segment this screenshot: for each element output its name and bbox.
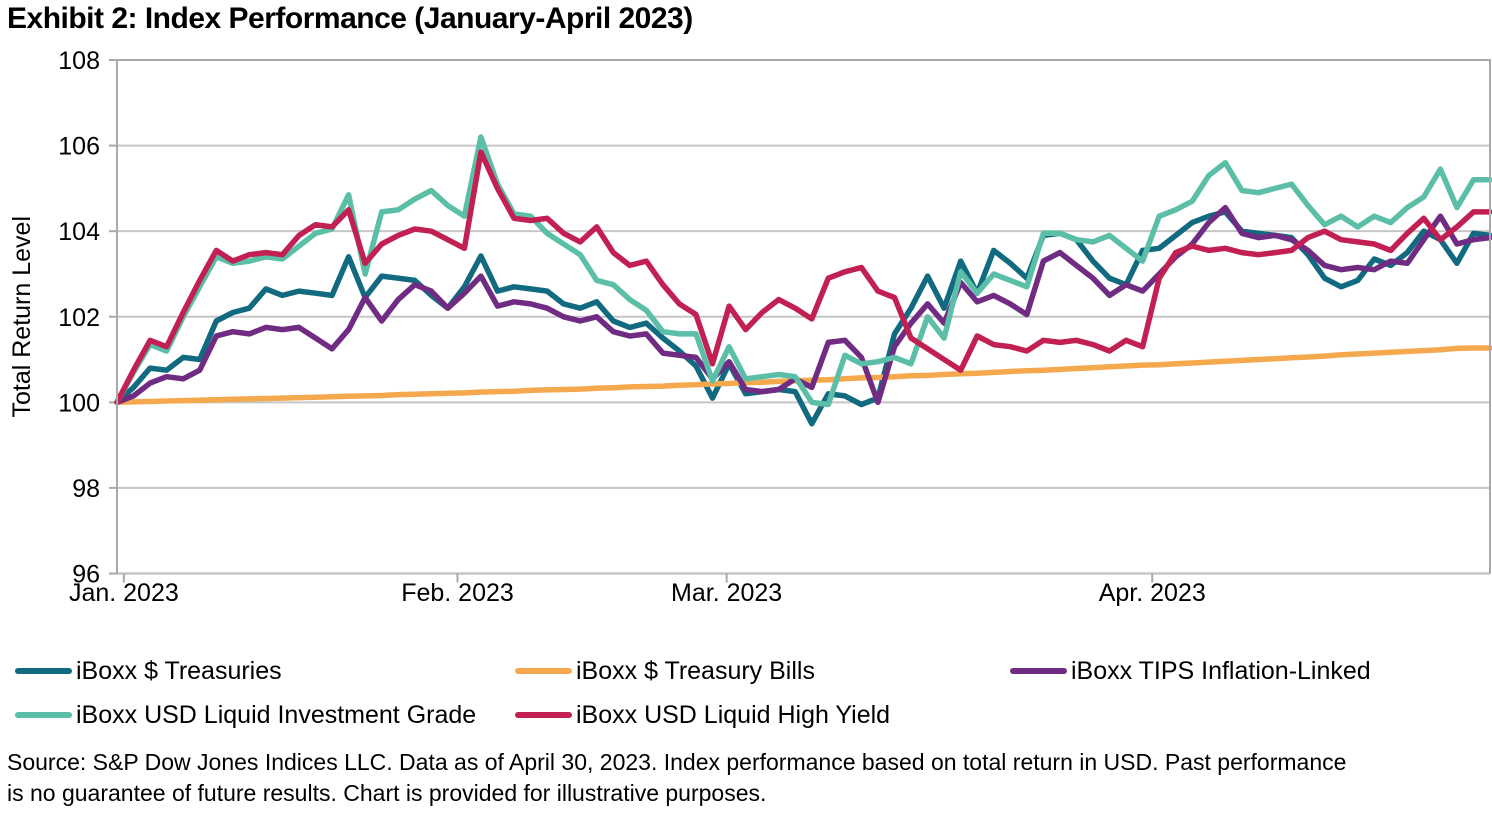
- legend-swatch-liquid_hy: [515, 711, 572, 719]
- legend-swatch-treasuries: [15, 667, 72, 675]
- source-line-2: is no guarantee of future results. Chart…: [7, 780, 767, 806]
- series-line-0: [114, 209, 1492, 427]
- y-tick-label-98: 98: [72, 475, 100, 503]
- legend-item-liquid_ig: iBoxx USD Liquid Investment Grade: [15, 700, 476, 730]
- series-line-2: [114, 204, 1492, 406]
- y-tick-label-104: 104: [58, 218, 100, 246]
- source-line-1: Source: S&P Dow Jones Indices LLC. Data …: [7, 749, 1347, 775]
- y-tick-label-106: 106: [58, 133, 100, 161]
- legend-label-liquid_hy: iBoxx USD Liquid High Yield: [576, 700, 891, 729]
- x-tick-label-1: Feb. 2023: [401, 579, 514, 607]
- y-axis-title: Total Return Level: [8, 216, 36, 418]
- y-tick-label-108: 108: [58, 47, 100, 75]
- legend-label-treasuries: iBoxx $ Treasuries: [76, 656, 282, 685]
- chart-title: Exhibit 2: Index Performance (January-Ap…: [7, 2, 693, 35]
- y-tick-label-100: 100: [58, 389, 100, 417]
- legend-label-tips: iBoxx TIPS Inflation-Linked: [1071, 656, 1371, 685]
- legend-swatch-liquid_ig: [15, 711, 72, 719]
- legend-label-liquid_ig: iBoxx USD Liquid Investment Grade: [76, 700, 477, 729]
- y-tick-label-102: 102: [58, 304, 100, 332]
- series-line-3: [114, 134, 1492, 408]
- legend-swatch-tips: [1010, 667, 1067, 675]
- legend-swatch-treasury_bills: [515, 667, 572, 675]
- chart-legend: iBoxx $ Treasuries iBoxx $ Treasury Bills…: [0, 656, 1492, 748]
- legend-item-treasury_bills: iBoxx $ Treasury Bills: [515, 656, 815, 686]
- x-tick-label-2: Mar. 2023: [671, 579, 782, 607]
- legend-label-treasury_bills: iBoxx $ Treasury Bills: [576, 656, 815, 685]
- y-tick-label-96: 96: [72, 561, 100, 589]
- plot-border: [116, 59, 1491, 574]
- series-line-4: [114, 149, 1492, 406]
- x-tick-label-0: Jan. 2023: [69, 579, 179, 607]
- x-tick-label-3: Apr. 2023: [1099, 579, 1206, 607]
- legend-item-tips: iBoxx TIPS Inflation-Linked: [1010, 656, 1371, 686]
- legend-item-liquid_hy: iBoxx USD Liquid High Yield: [515, 700, 890, 730]
- index-performance-line-chart: 96 98 100 102 104 106 108 Jan. 2023 Feb. 2023 Mar…: [8, 47, 1492, 607]
- legend-item-treasuries: iBoxx $ Treasuries: [15, 656, 282, 686]
- source-note: Source: S&P Dow Jones Indices LLC. Data …: [7, 747, 1489, 809]
